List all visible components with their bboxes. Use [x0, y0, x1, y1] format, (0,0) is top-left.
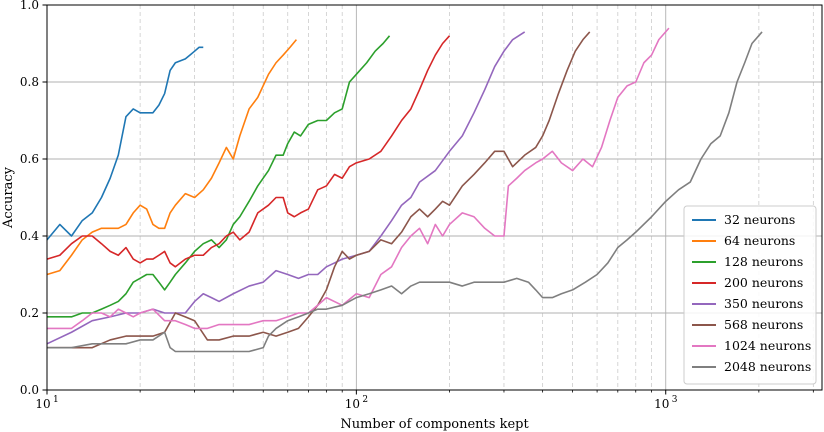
- x-tick-exponent-2: 3: [672, 395, 678, 405]
- legend-label-5: 568 neurons: [724, 317, 803, 332]
- x-tick-label-1: 10: [345, 397, 360, 411]
- y-tick-label-3: 0.6: [20, 152, 39, 166]
- x-tick-label-2: 10: [654, 397, 669, 411]
- series-line-3: [46, 35, 451, 268]
- axis-ticks: 10 1 10 2 10 30.00.20.40.60.81.0: [20, 0, 814, 411]
- legend-label-1: 64 neurons: [724, 233, 795, 248]
- x-axis-label: Number of components kept: [340, 417, 529, 432]
- legend-label-6: 1024 neurons: [724, 338, 811, 353]
- legend-frame: [683, 205, 817, 385]
- legend: 32 neurons 64 neurons 128 neurons 200 neuro…: [683, 205, 817, 385]
- y-tick-label-0: 0.0: [20, 383, 39, 397]
- series-line-1: [46, 39, 298, 276]
- series-line-4: [46, 31, 526, 345]
- legend-label-4: 350 neurons: [724, 296, 803, 311]
- series-line-0: [46, 46, 204, 241]
- plot-frame: [46, 4, 823, 391]
- series-line-7: [47, 31, 763, 353]
- legend-label-0: 32 neurons: [724, 212, 795, 227]
- y-tick-label-5: 1.0: [20, 0, 39, 12]
- series-line-5: [47, 31, 591, 349]
- x-tick-exponent-1: 2: [362, 395, 368, 405]
- series-lines: [46, 27, 763, 353]
- y-axis-label: Accuracy: [1, 166, 16, 229]
- x-tick-label-0: 10: [35, 397, 50, 411]
- legend-label-2: 128 neurons: [724, 254, 803, 269]
- legend-label-7: 2048 neurons: [724, 359, 811, 374]
- x-tick-exponent-0: 1: [53, 395, 59, 405]
- y-tick-label-4: 0.8: [20, 75, 39, 89]
- y-tick-label-2: 0.4: [20, 229, 39, 243]
- series-line-6: [47, 27, 670, 330]
- y-tick-label-1: 0.2: [20, 306, 39, 320]
- series-line-2: [47, 35, 391, 318]
- legend-label-3: 200 neurons: [724, 275, 803, 290]
